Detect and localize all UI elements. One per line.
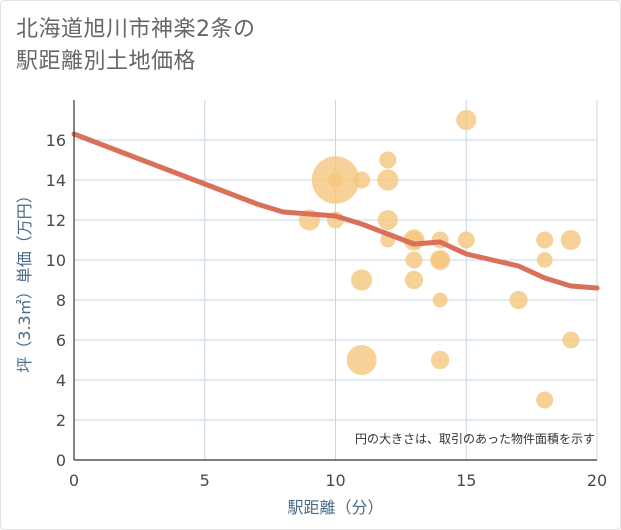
y-axis-label: 坪（3.3㎡）単価（万円） <box>15 187 34 372</box>
y-tick-label: 2 <box>56 411 66 430</box>
x-tick-label: 5 <box>200 471 210 490</box>
bubble-point <box>562 331 580 349</box>
x-tick-label: 15 <box>456 471 476 490</box>
chart-title: 北海道旭川市神楽2条の 駅距離別土地価格 <box>16 14 256 78</box>
x-axis-label: 駅距離（分） <box>287 498 383 517</box>
axes: 0 2 4 6 8 10 12 14 16 0 5 10 15 20 <box>46 100 607 490</box>
bubble-point <box>405 251 423 269</box>
x-tick-label: 10 <box>325 471 345 490</box>
bubble-point <box>404 270 424 290</box>
bubble-point <box>536 252 553 268</box>
bubble-point <box>377 209 398 231</box>
bubble-point <box>379 151 397 169</box>
y-tick-label: 16 <box>46 131 66 150</box>
y-tick-label: 12 <box>46 211 66 230</box>
bubble-point <box>536 391 554 409</box>
bubble-point <box>430 350 450 370</box>
y-tick-label: 6 <box>56 331 66 350</box>
bubble-point <box>509 290 528 310</box>
y-tick-label: 10 <box>46 251 66 270</box>
trend-line <box>71 131 600 291</box>
grid <box>74 100 598 460</box>
bubble-point <box>431 251 449 269</box>
bubble-point <box>346 345 377 375</box>
bubbles <box>298 109 581 409</box>
bubble-point <box>536 231 554 249</box>
x-tick-label: 0 <box>69 471 79 490</box>
bubble-point <box>351 269 373 291</box>
trend-line-group <box>71 131 600 291</box>
bubble-point <box>457 231 475 249</box>
chart-title-line1: 北海道旭川市神楽2条の <box>16 17 256 42</box>
bubble-point <box>432 292 448 308</box>
y-tick-label: 8 <box>56 291 66 310</box>
bubble-point <box>560 229 581 251</box>
y-tick-label: 0 <box>56 451 66 470</box>
y-tick-label: 4 <box>56 371 66 390</box>
x-tick-label: 20 <box>587 471 607 490</box>
y-tick-label: 14 <box>46 171 66 190</box>
bubble-point <box>353 171 371 189</box>
chart-title-line2: 駅距離別土地価格 <box>16 49 197 74</box>
bubble-point <box>456 109 477 131</box>
chart-note: 円の大きさは、取引のあった物件面積を示す <box>355 431 595 446</box>
bubble-point <box>377 169 399 191</box>
bubble-point <box>328 172 343 188</box>
